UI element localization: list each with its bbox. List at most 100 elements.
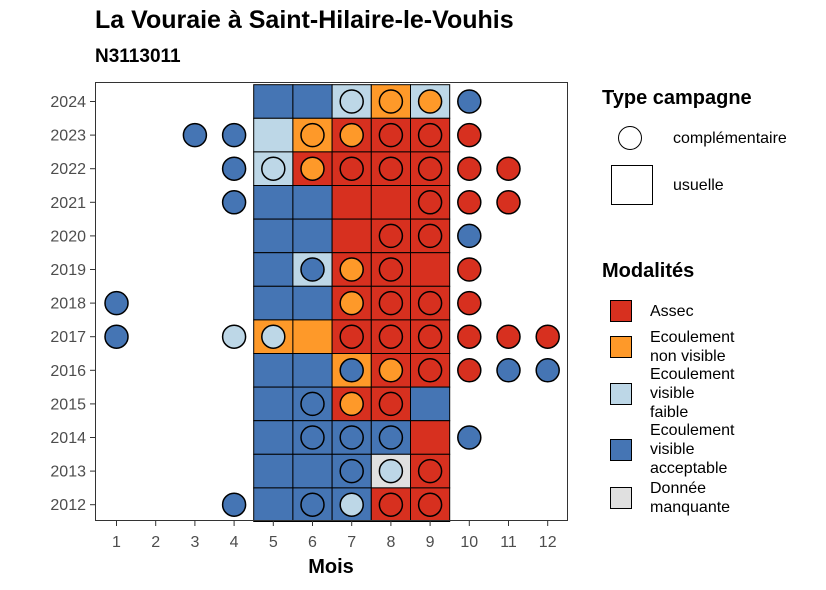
x-tick-label: 6 xyxy=(308,534,317,551)
legend-item-assec: Assec xyxy=(610,300,694,322)
point-2022-11 xyxy=(496,156,521,181)
point-2019-8 xyxy=(378,257,404,282)
point-2023-8 xyxy=(378,122,404,148)
legend-item-complementaire: complémentaire xyxy=(618,126,787,150)
point-2023-10 xyxy=(457,122,482,148)
x-tick-label: 10 xyxy=(460,534,478,551)
point-2017-8 xyxy=(378,324,404,349)
y-tick-label: 2019 xyxy=(50,262,86,279)
point-2022-5 xyxy=(261,156,286,181)
x-axis-title: Mois xyxy=(308,556,354,578)
point-2016-12 xyxy=(535,358,560,383)
x-tick-label: 12 xyxy=(539,534,557,551)
cell-2012-5 xyxy=(253,487,294,522)
cell-2013-6 xyxy=(292,453,333,489)
legend-item-ecoulement-visible-acceptable: Ecoulement visible acceptable xyxy=(610,421,735,478)
point-2023-6 xyxy=(300,122,325,148)
legend-label-complementaire: complémentaire xyxy=(673,129,787,147)
x-axis: 1 2 3 4 5 6 7 8 9 10 11 12 xyxy=(112,521,557,551)
point-2012-8 xyxy=(378,492,404,517)
legend-label-ecoulement-non-visible: Ecoulement non visible xyxy=(650,329,735,365)
point-2023-4 xyxy=(221,122,247,148)
point-2014-7 xyxy=(339,425,364,450)
point-2022-8 xyxy=(378,156,404,181)
cell-2020-6 xyxy=(292,218,333,254)
point-2017-9 xyxy=(417,324,443,349)
cell-2023-5 xyxy=(253,117,294,153)
point-2023-7 xyxy=(339,122,364,148)
cell-2021-5 xyxy=(253,185,294,220)
point-2022-4 xyxy=(221,156,247,181)
cell-2021-7 xyxy=(331,185,372,220)
point-2021-4 xyxy=(221,190,247,215)
point-2017-7 xyxy=(339,324,364,349)
y-tick-label: 2022 xyxy=(50,161,86,178)
point-2018-8 xyxy=(378,290,404,316)
legend-square-key xyxy=(611,165,653,205)
point-2016-9 xyxy=(417,358,443,383)
point-2023-9 xyxy=(417,122,443,148)
cell-2018-6 xyxy=(292,285,333,321)
point-2024-7 xyxy=(339,89,364,114)
point-2021-9 xyxy=(417,190,443,215)
point-2020-8 xyxy=(378,223,404,249)
x-tick-label: 8 xyxy=(386,534,395,551)
x-tick-label: 4 xyxy=(230,534,239,551)
cell-2024-6 xyxy=(292,84,333,119)
y-tick-label: 2013 xyxy=(50,464,86,481)
cell-2015-9 xyxy=(410,386,451,422)
point-2022-6 xyxy=(300,156,325,181)
x-tick-label: 11 xyxy=(500,534,517,551)
x-tick-label: 9 xyxy=(426,534,435,551)
legend-item-donnee-manquante: Donnée manquante xyxy=(610,479,730,517)
y-axis: 2012 2013 2014 2015 2016 2017 2018 2019 2020 2021… xyxy=(50,94,95,514)
point-2017-10 xyxy=(457,324,482,349)
point-2024-9 xyxy=(417,89,443,114)
legend-key-assec xyxy=(610,300,632,322)
cell-2015-5 xyxy=(253,386,294,422)
point-2019-10 xyxy=(457,257,482,282)
cell-2019-5 xyxy=(253,252,294,287)
point-2014-8 xyxy=(378,425,404,450)
cell-2014-9 xyxy=(410,420,451,455)
point-2024-10 xyxy=(457,89,482,114)
cell-2020-5 xyxy=(253,218,294,254)
point-2015-6 xyxy=(300,391,325,417)
y-tick-label: 2016 xyxy=(50,363,86,380)
y-tick-label: 2020 xyxy=(50,228,86,245)
point-2022-9 xyxy=(417,156,443,181)
legend-key-ecoulement-visible-acceptable xyxy=(610,438,632,461)
cell-2019-9 xyxy=(410,252,451,287)
point-2014-10 xyxy=(457,425,482,450)
chart-title: La Vouraie à Saint-Hilaire-le-Vouhis xyxy=(95,6,514,34)
cell-2024-5 xyxy=(253,84,294,119)
legend-label-usuelle: usuelle xyxy=(673,176,724,194)
point-2022-10 xyxy=(457,156,482,181)
x-tick-label: 3 xyxy=(190,534,199,551)
y-tick-label: 2012 xyxy=(50,497,86,514)
x-tick-label: 7 xyxy=(347,534,356,551)
legend-item-ecoulement-visible-faible: Ecoulement visible faible xyxy=(610,365,735,422)
point-2012-7 xyxy=(339,492,364,517)
complementaire-points xyxy=(104,89,560,517)
legend-circle-key xyxy=(618,126,642,150)
point-2018-1 xyxy=(104,290,129,316)
point-2017-11 xyxy=(496,324,521,349)
cell-2018-5 xyxy=(253,285,294,321)
x-tick-label: 1 xyxy=(112,534,121,551)
point-2018-7 xyxy=(339,290,364,316)
legend-key-donnee-manquante xyxy=(610,487,632,509)
chart-subtitle: N3113011 xyxy=(95,46,181,67)
point-2016-11 xyxy=(496,358,521,383)
y-tick-label: 2018 xyxy=(50,296,86,313)
point-2020-10 xyxy=(457,223,482,249)
legend-item-usuelle: usuelle xyxy=(611,165,724,205)
cell-2021-8 xyxy=(370,185,411,220)
point-2023-3 xyxy=(182,122,208,148)
panel-border xyxy=(95,82,568,521)
legend-key-ecoulement-non-visible xyxy=(610,336,632,358)
point-2021-10 xyxy=(457,190,482,215)
point-2017-5 xyxy=(261,324,286,349)
y-tick-label: 2021 xyxy=(50,195,86,212)
point-2012-6 xyxy=(300,492,325,517)
